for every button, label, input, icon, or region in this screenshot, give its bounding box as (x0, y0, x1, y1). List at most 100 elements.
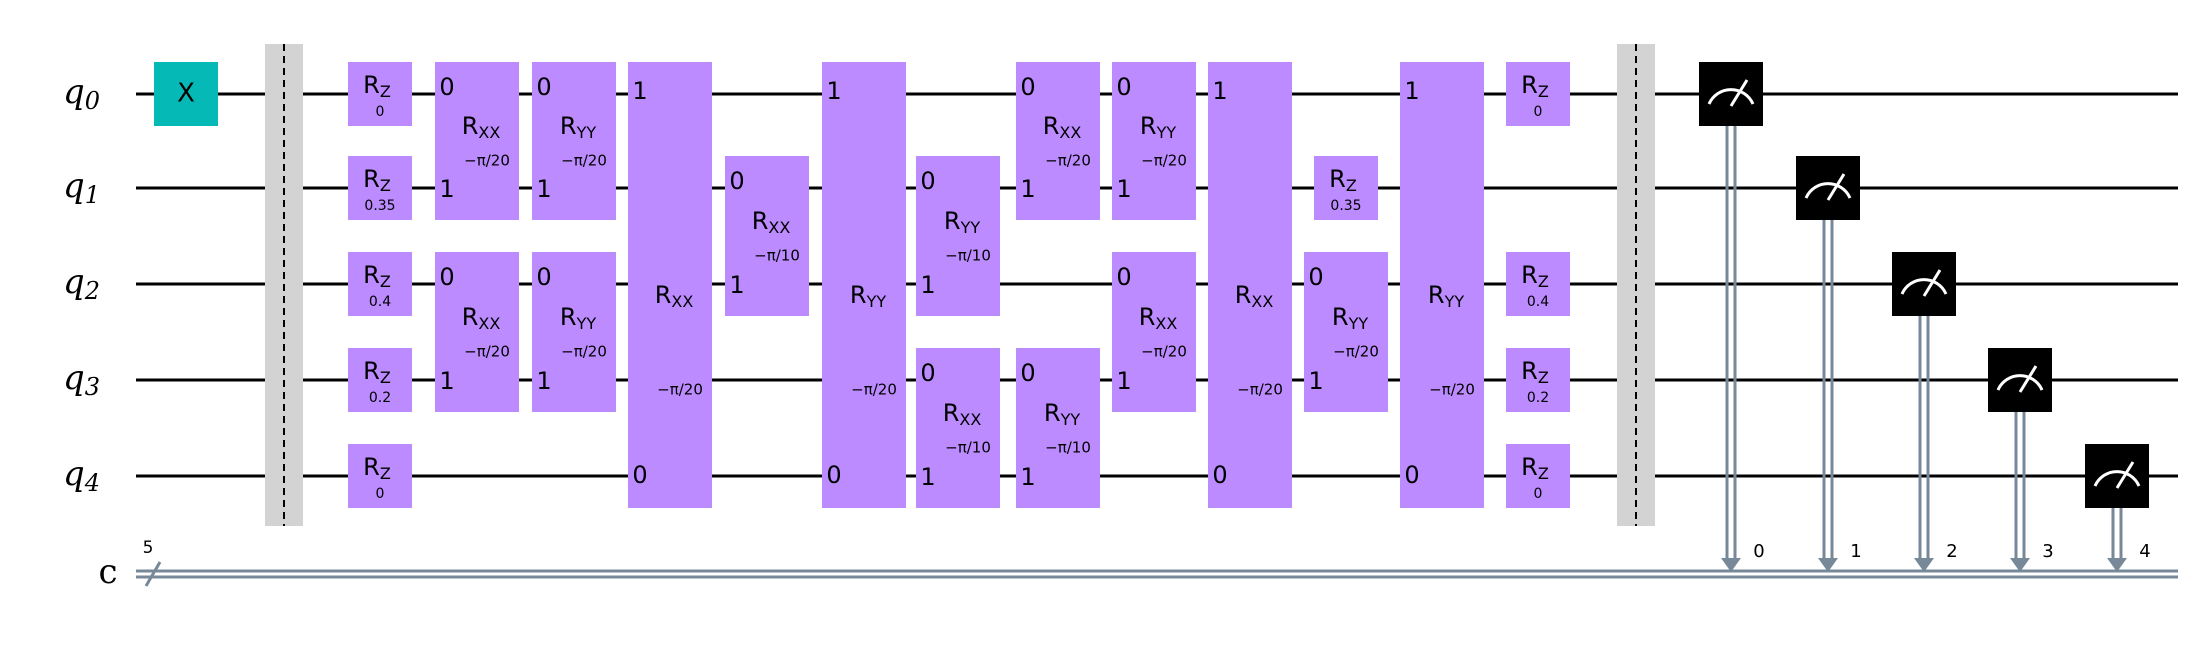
x-gate-label: X (177, 79, 195, 109)
rz-gate: RZ 0 (348, 62, 412, 126)
pin-label-1: 1 (920, 463, 935, 491)
rz-gate-label: RZ (363, 71, 391, 101)
rz-gate-parameter: 0 (1534, 486, 1543, 502)
pin-label-1: 1 (439, 175, 454, 203)
rz-gate-label-subscript: Z (380, 368, 391, 387)
rz-gate-label-subscript: Z (380, 176, 391, 195)
rz-gate-label: RZ (1521, 71, 1549, 101)
rotation-gate-label-subscript: YY (576, 123, 597, 142)
measure-gate: 4 (2085, 444, 2151, 572)
pin-label-0: 0 (439, 263, 454, 291)
measure-gate: 1 (1796, 156, 1862, 572)
two-qubit-rotation-gate: 0 1 RYY −π/20 (1112, 62, 1196, 220)
measure-gate-box (1796, 156, 1860, 220)
rz-gate-parameter: 0 (1534, 104, 1543, 120)
rotation-gate-parameter: −π/20 (1141, 343, 1187, 361)
pin-label-0: 0 (1308, 263, 1323, 291)
pin-label-top: 1 (826, 77, 841, 105)
pin-label-1: 1 (729, 271, 744, 299)
pin-label-1: 1 (1020, 463, 1035, 491)
tall-rotation-gate-label-base: R (1428, 281, 1445, 309)
rotation-gate-label-subscript: YY (960, 218, 981, 237)
qubit-label-name: q (63, 358, 85, 398)
rz-gate-parameter: 0 (376, 486, 385, 502)
circuit-gates: X RZ0RZ0.35RZ0.4RZ0.2RZ001RXX−π/2001RXX−π… (154, 44, 2151, 572)
rz-gate-box (348, 252, 412, 316)
rotation-gate-label: RXX (943, 399, 982, 429)
pin-label-1: 1 (1116, 367, 1131, 395)
measure-arrowhead (1721, 558, 1741, 572)
x-gate-box (154, 62, 218, 126)
rz-gate-label-subscript: Z (1538, 272, 1549, 291)
rz-gate-label-base: R (1329, 165, 1346, 193)
rz-gate-box (348, 444, 412, 508)
rz-gate-label-base: R (363, 453, 380, 481)
rotation-gate-label: RYY (1332, 303, 1368, 333)
rotation-gate-box (532, 62, 616, 220)
pin-label-0: 0 (920, 167, 935, 195)
rotation-gate-label: RYY (560, 112, 596, 142)
classical-register-label: c (98, 552, 117, 592)
tall-rotation-gate-box (628, 62, 712, 508)
rotation-gate-parameter: −π/20 (464, 152, 510, 170)
pin-label-0: 0 (439, 73, 454, 101)
tall-rotation-gate-label-subscript: YY (866, 292, 887, 311)
classical-bit-index: 3 (2042, 541, 2053, 562)
meter-needle-icon (1826, 173, 1846, 201)
qubit-label-name: q (63, 72, 85, 112)
tall-rotation-gate-box (822, 62, 906, 508)
rotation-gate-box (916, 348, 1000, 508)
rotation-gate-label-subscript: XX (768, 218, 790, 237)
two-qubit-rotation-gate: 0 1 RXX −π/10 (725, 156, 809, 316)
rotation-gate-parameter: −π/20 (1045, 152, 1091, 170)
classical-bit-index: 2 (1946, 541, 1957, 562)
pin-label-bottom: 0 (1404, 461, 1419, 489)
qubit-label-name: q (63, 262, 85, 302)
meter-needle-icon (1729, 79, 1749, 107)
rotation-gate-box (435, 62, 519, 220)
rotation-gate-label: RXX (462, 112, 501, 142)
rotation-gate-box (1304, 252, 1388, 412)
two-qubit-rotation-gate: 0 1 RXX −π/10 (916, 348, 1000, 508)
barrier (265, 44, 303, 526)
pin-label-0: 0 (1116, 263, 1131, 291)
meter-arc-icon (1900, 278, 1948, 295)
measure-gate-box (1699, 62, 1763, 126)
rotation-gate-box (532, 252, 616, 412)
rz-gate-parameter: 0.4 (369, 294, 391, 310)
rz-gate-label-base: R (1521, 453, 1538, 481)
measure-arrowhead (1818, 558, 1838, 572)
rz-gate-parameter: 0.4 (1527, 294, 1549, 310)
tall-rotation-gate-parameter: −π/20 (1429, 381, 1475, 399)
tall-rotation-gate-box (1208, 62, 1292, 508)
rz-gate-parameter: 0.2 (369, 390, 391, 406)
meter-needle-icon (2018, 365, 2038, 393)
pin-label-1: 1 (920, 271, 935, 299)
qubit-label-4: q4 (63, 454, 100, 497)
rz-gate-label: RZ (1329, 165, 1357, 195)
rotation-gate-label: RYY (944, 207, 980, 237)
pin-label-0: 0 (1020, 73, 1035, 101)
rz-gate-label-subscript: Z (1538, 82, 1549, 101)
tall-rotation-gate: 1 0 RYY −π/20 (1400, 62, 1484, 508)
pin-label-top: 1 (632, 77, 647, 105)
qubit-label-index: 2 (84, 277, 100, 305)
pin-label-1: 1 (1020, 175, 1035, 203)
rz-gate-box (1506, 252, 1570, 316)
rotation-gate-label: RYY (560, 303, 596, 333)
tall-rotation-gate-label: RXX (655, 281, 694, 311)
rotation-gate-label-subscript: YY (1156, 123, 1177, 142)
two-qubit-rotation-gate: 0 1 RYY −π/20 (532, 252, 616, 412)
rotation-gate-label-subscript: XX (1155, 314, 1177, 333)
rotation-gate-label-subscript: XX (1059, 123, 1081, 142)
rotation-gate-parameter: −π/20 (464, 343, 510, 361)
rz-gate-label: RZ (363, 453, 391, 483)
two-qubit-rotation-gate: 0 1 RXX −π/20 (1016, 62, 1100, 220)
rz-gate: RZ 0.2 (348, 348, 412, 412)
meter-needle-icon (1922, 269, 1942, 297)
rz-gate-label-subscript: Z (380, 272, 391, 291)
rotation-gate-label-subscript: YY (576, 314, 597, 333)
rz-gate-parameter: 0.35 (1330, 198, 1361, 214)
rz-gate-box (1506, 444, 1570, 508)
rotation-gate-parameter: −π/10 (754, 247, 800, 265)
